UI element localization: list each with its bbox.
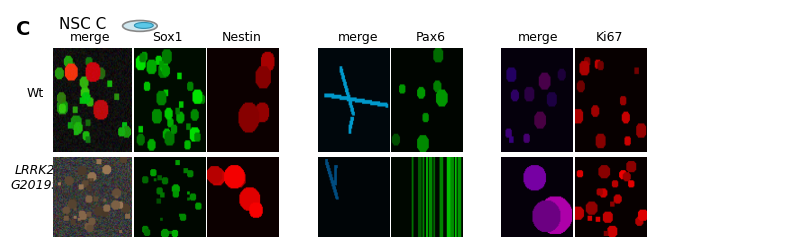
Text: merge: merge bbox=[70, 31, 111, 44]
Text: merge: merge bbox=[337, 31, 378, 44]
Text: Ki67: Ki67 bbox=[596, 31, 623, 44]
Text: C: C bbox=[16, 20, 30, 39]
Text: merge: merge bbox=[518, 31, 559, 44]
Text: Wt: Wt bbox=[27, 87, 44, 100]
Text: Pax6: Pax6 bbox=[416, 31, 446, 44]
Circle shape bbox=[134, 22, 153, 28]
Text: NSC C: NSC C bbox=[59, 17, 106, 32]
Text: LRRK2
G2019S: LRRK2 G2019S bbox=[11, 164, 60, 192]
Text: Nestin: Nestin bbox=[222, 31, 261, 44]
Text: Sox1: Sox1 bbox=[152, 31, 182, 44]
Circle shape bbox=[123, 21, 157, 31]
